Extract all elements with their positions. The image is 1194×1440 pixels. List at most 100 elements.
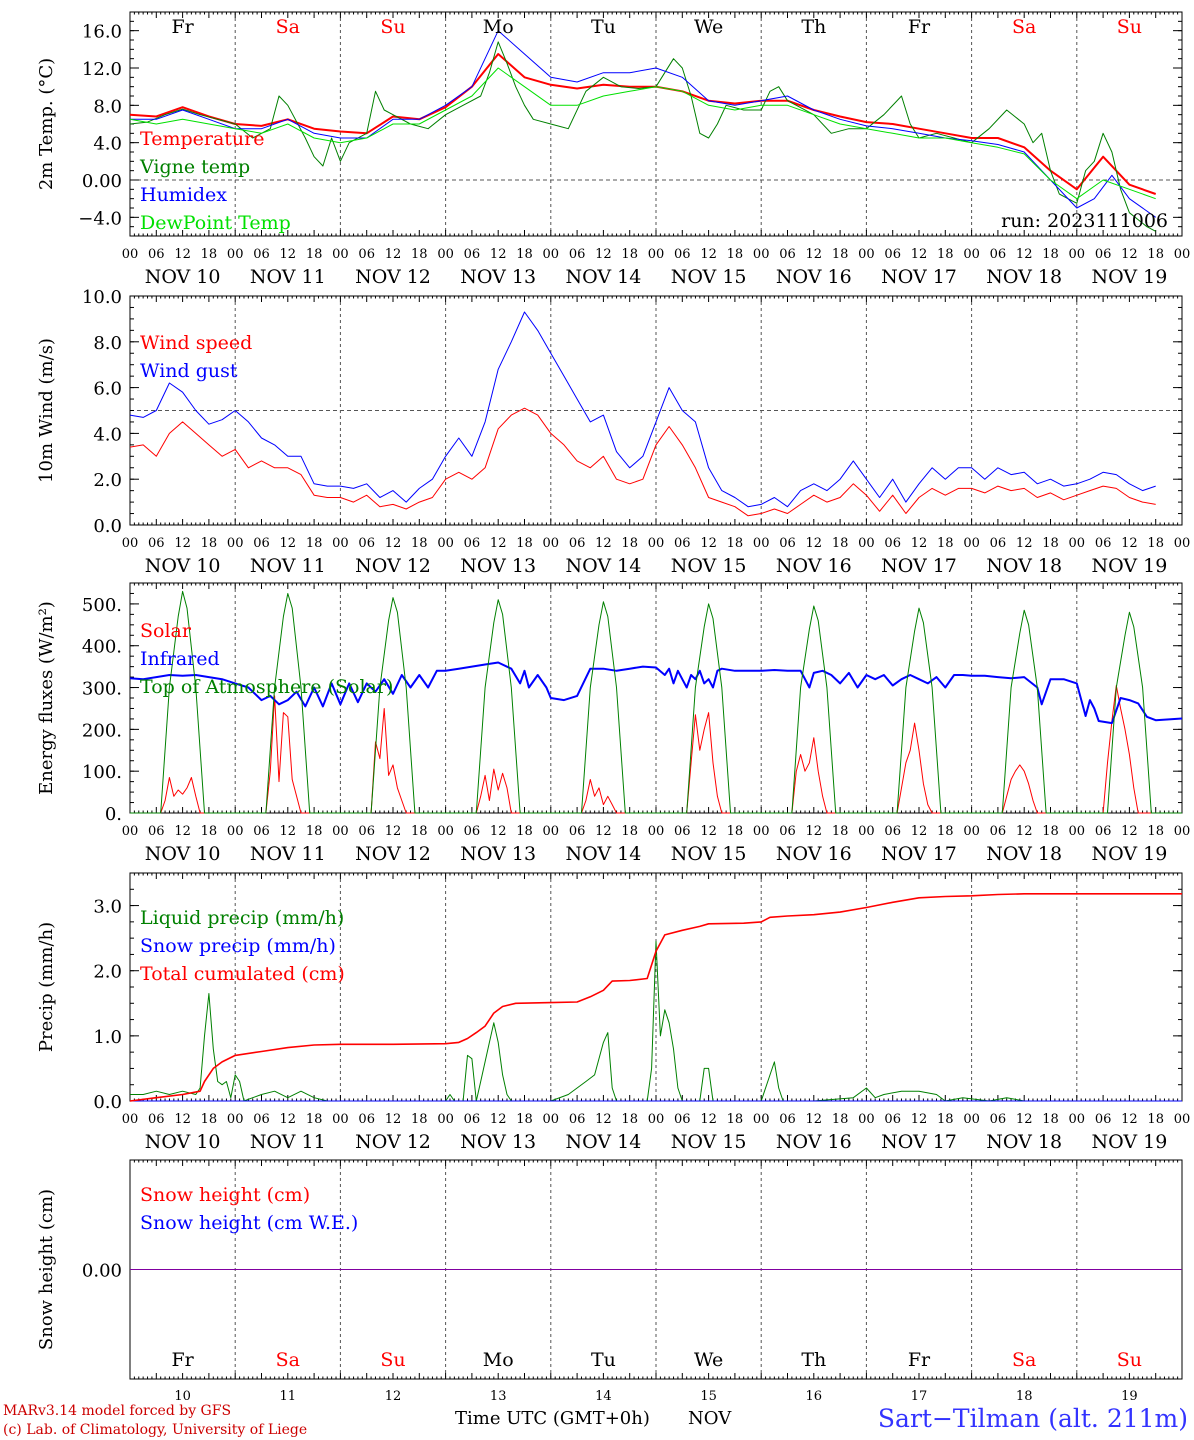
y-tick-label: 8.0 xyxy=(93,333,122,354)
date-label: NOV 16 xyxy=(776,1131,852,1153)
hour-tick-label: 18 xyxy=(727,824,744,839)
y-tick-label: −4.0 xyxy=(78,208,122,229)
y-tick-label: 1.0 xyxy=(93,1027,122,1048)
series-line-wind-gust xyxy=(129,311,1156,508)
date-label: NOV 13 xyxy=(460,843,536,865)
y-tick-label: 200. xyxy=(82,720,122,741)
hour-tick-label: 06 xyxy=(674,824,691,839)
hour-tick-label: 06 xyxy=(1095,1112,1112,1127)
hour-tick-label: 06 xyxy=(1095,824,1112,839)
legend-entry: Total cumulated (cm) xyxy=(140,963,345,985)
legend-entry: Wind speed xyxy=(140,332,252,354)
legend-entry: Snow precip (mm/h) xyxy=(140,935,336,957)
y-tick-label: 0. xyxy=(105,804,122,825)
hour-tick-label: 06 xyxy=(148,1112,165,1127)
hour-tick-label: 12 xyxy=(700,536,717,551)
hour-tick-label: 06 xyxy=(253,536,270,551)
date-label: NOV 11 xyxy=(250,1131,326,1153)
date-label: NOV 17 xyxy=(881,266,957,288)
hour-tick-label: 12 xyxy=(1016,536,1033,551)
hour-tick-label: 06 xyxy=(358,247,375,262)
series-line-total-cumulated-cm- xyxy=(129,893,1182,1102)
y-axis-label: Precip (mm/h) xyxy=(36,922,57,1052)
y-tick-label: 500. xyxy=(82,595,122,616)
hour-tick-label: 00 xyxy=(858,536,875,551)
hour-tick-label: 06 xyxy=(569,536,586,551)
y-axis-label: 10m Wind (m/s) xyxy=(36,338,57,483)
hour-tick-label: 18 xyxy=(306,247,323,262)
date-label: NOV 14 xyxy=(565,266,641,288)
hour-tick-label: 18 xyxy=(621,247,638,262)
hour-tick-label: 06 xyxy=(884,824,901,839)
series-line-wind-speed xyxy=(129,407,1156,517)
hour-tick-label: 00 xyxy=(963,1112,980,1127)
series-line-liquid-precip-mm-h- xyxy=(130,940,1182,1102)
weekday-label: Th xyxy=(801,16,826,38)
hour-tick-label: 06 xyxy=(358,824,375,839)
hour-tick-label: 12 xyxy=(1016,247,1033,262)
hour-tick-label: 00 xyxy=(1069,1112,1086,1127)
date-label: NOV 14 xyxy=(565,843,641,865)
hour-tick-label: 06 xyxy=(148,536,165,551)
hour-tick-label: 12 xyxy=(1121,536,1138,551)
date-label: NOV 18 xyxy=(986,1131,1062,1153)
hour-tick-label: 00 xyxy=(858,1112,875,1127)
y-tick-label: 400. xyxy=(82,637,122,658)
hour-tick-label: 00 xyxy=(963,536,980,551)
y-tick-label: 2.0 xyxy=(93,962,122,983)
hour-tick-label: 00 xyxy=(753,1112,770,1127)
hour-tick-label: 00 xyxy=(1174,247,1191,262)
y-tick-label: 4.0 xyxy=(93,424,122,445)
legend-entry: Liquid precip (mm/h) xyxy=(140,907,344,929)
hour-tick-label: 12 xyxy=(1121,824,1138,839)
hour-tick-label: 12 xyxy=(385,1112,402,1127)
hour-tick-label: 12 xyxy=(174,247,191,262)
hour-tick-label: 18 xyxy=(201,536,218,551)
credit-line-2: (c) Lab. of Climatology, University of L… xyxy=(3,1422,307,1438)
y-tick-label: 300. xyxy=(82,679,122,700)
hour-tick-label: 18 xyxy=(727,536,744,551)
hour-tick-label: 06 xyxy=(569,1112,586,1127)
hour-tick-label: 18 xyxy=(832,247,849,262)
hour-tick-label: 12 xyxy=(1016,824,1033,839)
hour-tick-label: 00 xyxy=(648,1112,665,1127)
hour-tick-label: 12 xyxy=(385,824,402,839)
hour-tick-label: 12 xyxy=(490,247,507,262)
date-label: NOV 17 xyxy=(881,555,957,577)
date-label: NOV 10 xyxy=(145,1131,221,1153)
hour-tick-label: 06 xyxy=(253,1112,270,1127)
hour-tick-label: 06 xyxy=(990,536,1007,551)
hour-tick-label: 00 xyxy=(437,1112,454,1127)
hour-tick-label: 06 xyxy=(464,536,481,551)
y-tick-label: 10.0 xyxy=(82,287,122,308)
month-label: NOV xyxy=(688,1408,732,1429)
weekday-label: Sa xyxy=(1012,16,1036,38)
hour-tick-label: 18 xyxy=(937,536,954,551)
hour-tick-label: 12 xyxy=(700,1112,717,1127)
hour-tick-label: 12 xyxy=(700,247,717,262)
hour-tick-label: 18 xyxy=(516,1112,533,1127)
hour-tick-label: 00 xyxy=(437,536,454,551)
date-label: NOV 13 xyxy=(460,555,536,577)
hour-tick-label: 00 xyxy=(753,824,770,839)
y-axis-label: 2m Temp. (°C) xyxy=(36,58,57,190)
hour-tick-label: 18 xyxy=(832,1112,849,1127)
hour-tick-label: 06 xyxy=(674,247,691,262)
hour-tick-label: 00 xyxy=(227,824,244,839)
day-number-label: 16 xyxy=(806,1389,823,1404)
hour-tick-label: 12 xyxy=(911,536,928,551)
hour-tick-label: 12 xyxy=(700,824,717,839)
date-label: NOV 13 xyxy=(460,1131,536,1153)
series-line-humidex xyxy=(130,30,1156,218)
hour-tick-label: 18 xyxy=(1147,824,1164,839)
day-number-label: 17 xyxy=(911,1389,928,1404)
date-label: NOV 17 xyxy=(881,1131,957,1153)
station-label: Sart−Tilman (alt. 211m) xyxy=(878,1404,1188,1433)
hour-tick-label: 18 xyxy=(727,247,744,262)
weekday-label: Su xyxy=(380,1349,405,1371)
day-number-label: 18 xyxy=(1016,1389,1033,1404)
legend-entry: DewPoint Temp xyxy=(140,212,291,234)
hour-tick-label: 06 xyxy=(148,824,165,839)
hour-tick-label: 12 xyxy=(595,824,612,839)
